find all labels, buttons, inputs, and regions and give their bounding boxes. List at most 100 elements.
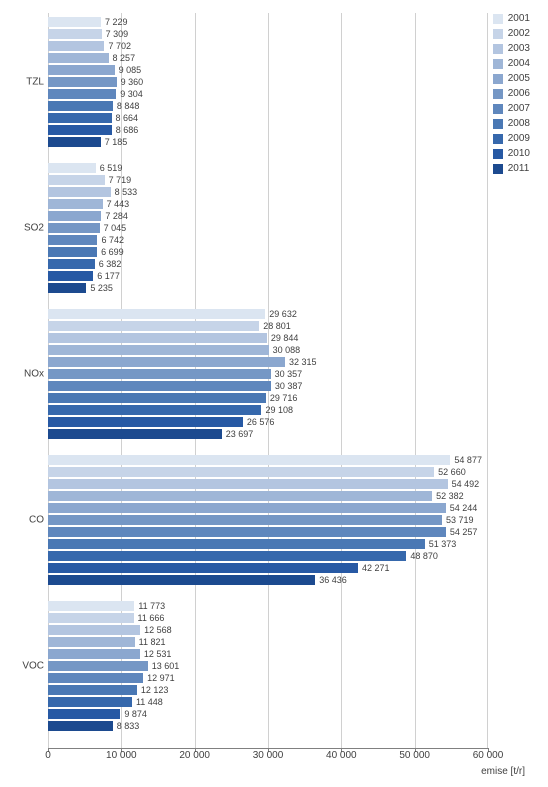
bar <box>48 381 271 391</box>
bar <box>48 113 112 123</box>
bar-value-label: 28 801 <box>263 321 291 331</box>
bar-value-label: 12 971 <box>147 673 175 683</box>
legend-item: 2008 <box>493 118 530 129</box>
bar-value-label: 9 874 <box>124 709 147 719</box>
bar-value-label: 7 229 <box>105 17 128 27</box>
legend-label: 2008 <box>508 118 530 129</box>
bar <box>48 187 111 197</box>
category-label: TZL <box>8 77 44 88</box>
bar <box>48 77 117 87</box>
bar <box>48 393 266 403</box>
bar-value-label: 42 271 <box>362 563 390 573</box>
bar-value-label: 12 123 <box>141 685 169 695</box>
legend-item: 2001 <box>493 13 530 24</box>
bar <box>48 479 448 489</box>
legend-item: 2004 <box>493 58 530 69</box>
bar-value-label: 11 448 <box>136 697 163 707</box>
bar-value-label: 11 666 <box>138 613 165 623</box>
bar-value-label: 12 568 <box>144 625 172 635</box>
bar <box>48 649 140 659</box>
bar-value-label: 12 531 <box>144 649 172 659</box>
bar <box>48 283 86 293</box>
bar <box>48 685 137 695</box>
bar-value-label: 29 844 <box>271 333 299 343</box>
legend-label: 2004 <box>508 58 530 69</box>
bar <box>48 575 315 585</box>
bar-value-label: 54 877 <box>454 455 482 465</box>
legend-swatch <box>493 44 503 54</box>
legend-item: 2007 <box>493 103 530 114</box>
legend: 2001200220032004200520062007200820092010… <box>493 13 530 178</box>
bar-value-label: 48 870 <box>410 551 438 561</box>
bar <box>48 491 432 501</box>
category-label: SO2 <box>8 223 44 234</box>
bar <box>48 41 104 51</box>
bar-value-label: 36 436 <box>319 575 347 585</box>
category-label: NOx <box>8 369 44 380</box>
bar <box>48 527 446 537</box>
legend-item: 2005 <box>493 73 530 84</box>
bar <box>48 455 450 465</box>
bar-value-label: 6 699 <box>101 247 124 257</box>
bar-value-label: 6 519 <box>100 163 123 173</box>
x-tick-label: 10 000 <box>106 750 137 761</box>
legend-swatch <box>493 29 503 39</box>
gridline <box>341 13 342 748</box>
x-axis-title: emise [t/r] <box>481 766 525 777</box>
bar-value-label: 52 660 <box>438 467 466 477</box>
legend-swatch <box>493 104 503 114</box>
bar <box>48 321 259 331</box>
bar <box>48 563 358 573</box>
bar <box>48 223 100 233</box>
bar <box>48 503 446 513</box>
bar-value-label: 29 108 <box>265 405 293 415</box>
bar <box>48 345 269 355</box>
bar <box>48 467 434 477</box>
bar-value-label: 9 360 <box>121 77 144 87</box>
legend-item: 2006 <box>493 88 530 99</box>
bar <box>48 53 109 63</box>
bar-value-label: 30 088 <box>273 345 301 355</box>
bar-value-label: 11 773 <box>138 601 165 611</box>
bar-value-label: 30 357 <box>275 369 303 379</box>
bar-value-label: 8 833 <box>117 721 140 731</box>
bar <box>48 175 105 185</box>
bar-value-label: 23 697 <box>226 429 254 439</box>
bar-value-label: 51 373 <box>429 539 457 549</box>
legend-item: 2009 <box>493 133 530 144</box>
bar-value-label: 8 848 <box>117 101 140 111</box>
bar-value-label: 29 716 <box>270 393 298 403</box>
legend-label: 2006 <box>508 88 530 99</box>
legend-label: 2010 <box>508 148 530 159</box>
bar-value-label: 9 085 <box>119 65 142 75</box>
category-label: CO <box>8 515 44 526</box>
bar <box>48 697 132 707</box>
legend-item: 2010 <box>493 148 530 159</box>
legend-swatch <box>493 134 503 144</box>
bar-value-label: 7 702 <box>108 41 131 51</box>
bar-value-label: 26 576 <box>247 417 275 427</box>
bar <box>48 235 97 245</box>
legend-swatch <box>493 164 503 174</box>
x-tick-label: 40 000 <box>326 750 357 761</box>
legend-label: 2007 <box>508 103 530 114</box>
bar-value-label: 8 257 <box>113 53 136 63</box>
legend-swatch <box>493 119 503 129</box>
bar <box>48 417 243 427</box>
legend-swatch <box>493 59 503 69</box>
bar-value-label: 7 284 <box>105 211 128 221</box>
bar <box>48 17 101 27</box>
bar <box>48 709 120 719</box>
bar <box>48 137 101 147</box>
legend-label: 2005 <box>508 73 530 84</box>
bar <box>48 101 113 111</box>
bar <box>48 125 112 135</box>
bar <box>48 333 267 343</box>
category-label: VOC <box>8 661 44 672</box>
bar <box>48 309 265 319</box>
legend-label: 2002 <box>508 28 530 39</box>
x-tick-label: 50 000 <box>399 750 430 761</box>
bar <box>48 65 115 75</box>
bar <box>48 405 261 415</box>
bar-value-label: 53 719 <box>446 515 474 525</box>
